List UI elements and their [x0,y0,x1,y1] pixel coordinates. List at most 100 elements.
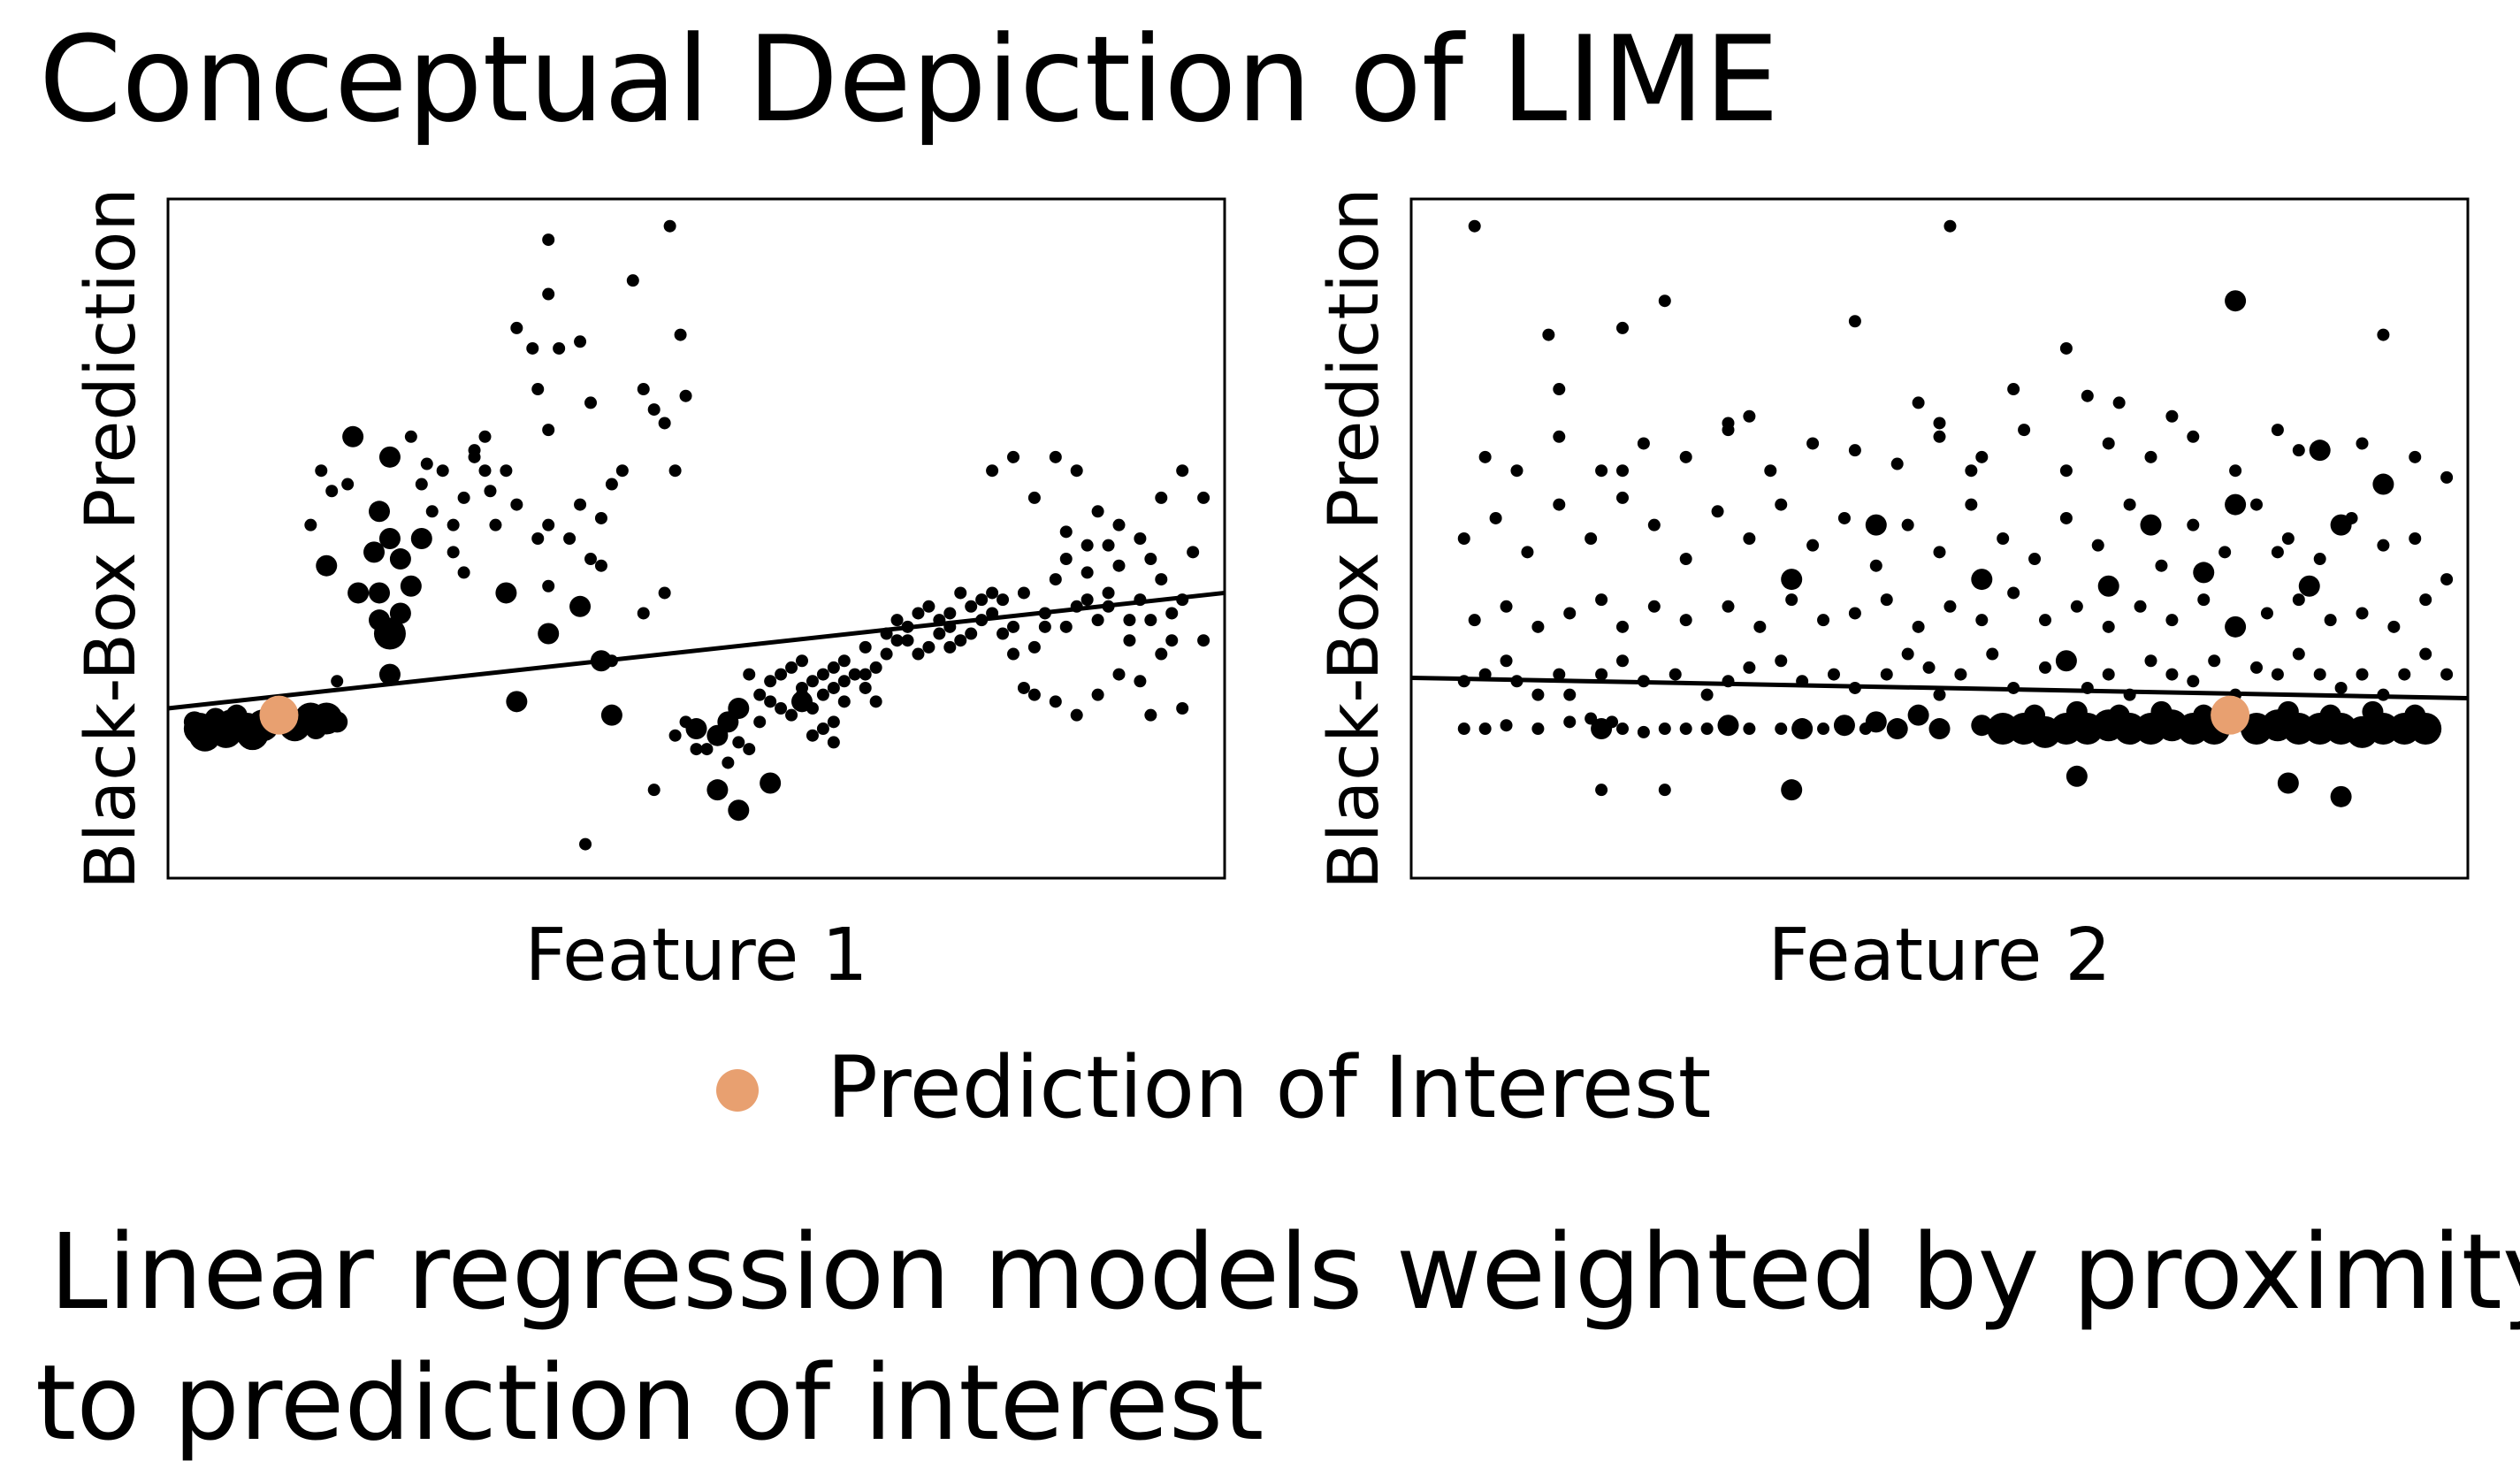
data-point [2145,654,2157,667]
data-point [943,641,956,654]
data-point [806,675,819,687]
data-point [579,838,592,851]
data-point [2314,669,2326,681]
data-point [2113,396,2126,409]
data-point [1103,586,1115,599]
data-point [316,555,337,577]
data-point [1669,669,1682,681]
data-point [1849,607,1861,619]
data-point [304,519,317,531]
data-point [891,614,904,626]
data-point [458,566,470,578]
data-point [1680,723,1692,735]
data-point [1511,464,1523,477]
data-point [1050,451,1062,463]
data-point [315,464,327,477]
data-point [1144,709,1157,722]
data-point [1479,451,1492,463]
legend-label: Prediction of Interest [827,1038,1711,1137]
data-point [401,576,422,597]
data-point [574,335,586,348]
x-axis-label: Feature 1 [524,914,867,998]
data-point [1934,417,1946,429]
data-point [659,417,671,429]
data-point [664,220,676,233]
data-point [732,736,745,748]
data-point [595,560,607,572]
data-point [659,586,671,599]
data-point [1458,723,1470,735]
data-point [2165,614,2178,626]
data-point [1531,621,1544,633]
data-point [369,501,390,522]
data-point [2124,499,2136,511]
plot-frame [168,199,1225,878]
data-point [2193,562,2214,583]
data-point [2325,614,2337,626]
data-point [2134,600,2147,613]
data-point [1144,614,1157,626]
data-point [1134,675,1146,687]
y-axis-label: Black-Box Prediction [1315,187,1394,890]
data-point [2356,607,2369,619]
data-point [1887,718,1908,739]
data-point [775,669,787,681]
data-point [965,600,977,613]
data-point [1123,614,1135,626]
data-point [1923,661,1936,674]
data-point [595,512,607,524]
data-point [1828,669,1840,681]
data-point [1659,294,1671,307]
data-point [2060,464,2073,477]
data-point [1701,689,1714,701]
data-point [638,607,650,619]
data-point [986,586,998,599]
data-point [965,628,977,640]
data-point [1781,569,1802,590]
data-point [817,723,829,735]
data-point [1806,539,1819,552]
data-point [1595,669,1607,681]
data-point [1060,621,1073,633]
data-point [722,756,734,768]
data-point [1585,713,1597,725]
data-point [1701,723,1714,735]
data-point [2335,682,2348,694]
data-point [954,586,966,599]
data-point [785,709,798,722]
data-point [2208,654,2220,667]
data-point [2098,576,2119,597]
data-point [1595,464,1607,477]
data-point [1781,779,1802,800]
data-point [817,669,829,681]
data-point [1155,648,1167,661]
data-point [1018,682,1030,694]
data-point [1165,607,1178,619]
data-point [526,342,538,355]
data-point [479,464,492,477]
data-point [1722,600,1735,613]
data-point [648,784,661,796]
data-point [1902,648,1914,661]
data-point [1743,723,1755,735]
data-point [2039,661,2051,674]
data-point [1791,718,1813,739]
data-point [2398,669,2410,681]
data-point [1616,322,1629,334]
data-point [1542,329,1554,341]
data-point [2356,669,2369,681]
data-point [828,736,840,748]
data-point [753,715,766,728]
data-point [1134,532,1146,545]
data-point [1092,689,1104,701]
data-point [1144,553,1157,565]
data-point [2007,383,2020,395]
data-point [743,743,755,755]
data-point [891,634,904,646]
data-point [542,233,554,246]
data-point [226,705,248,726]
data-point [379,528,401,549]
data-point [1050,695,1062,707]
data-point [1616,723,1629,735]
data-point [870,661,882,674]
